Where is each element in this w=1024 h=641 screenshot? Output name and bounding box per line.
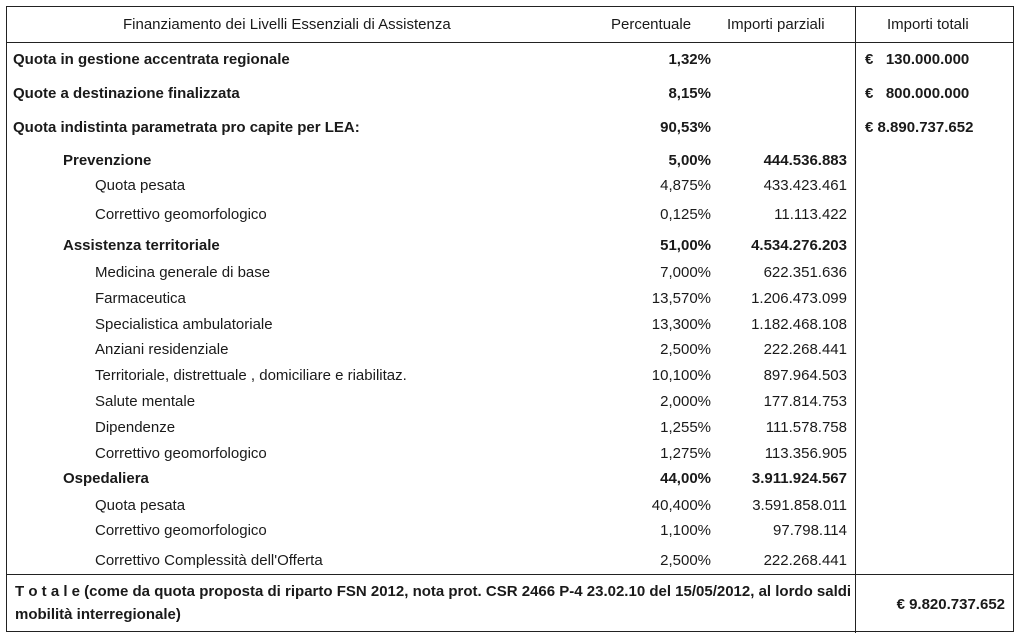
row-partial-amount: 4.534.276.203 xyxy=(751,237,847,254)
row-percent: 4,875% xyxy=(660,177,711,194)
row-label: Correttivo geomorfologico xyxy=(95,522,267,539)
row-total-amount: € 130.000.000 xyxy=(865,51,970,68)
row-percent: 1,275% xyxy=(660,445,711,462)
header-title: Finanziamento dei Livelli Essenziali di … xyxy=(123,16,451,33)
row-percent: 2,500% xyxy=(660,552,711,569)
row-label: Anziani residenziale xyxy=(95,341,229,358)
header-partial: Importi parziali xyxy=(727,16,825,33)
row-partial-amount: 1.182.468.108 xyxy=(751,316,847,333)
row-label: Quota pesata xyxy=(95,177,186,194)
row-partial-amount: 1.206.473.099 xyxy=(751,290,847,307)
row-percent: 8,15% xyxy=(668,85,711,102)
row-percent: 0,125% xyxy=(660,206,711,223)
row-percent: 5,00% xyxy=(668,152,711,169)
row-partial-amount: 622.351.636 xyxy=(763,264,847,281)
row-label: Correttivo Complessità dell'Offerta xyxy=(95,552,323,569)
row-partial-amount: 11.113.422 xyxy=(774,206,847,223)
row-label: Assistenza territoriale xyxy=(63,237,220,254)
row-percent: 7,000% xyxy=(660,264,711,281)
total-row: T o t a l e (come da quota proposta di r… xyxy=(7,574,1013,633)
row-percent: 44,00% xyxy=(660,470,711,487)
lea-financing-table: Finanziamento dei Livelli Essenziali di … xyxy=(6,6,1014,633)
header-percent: Percentuale xyxy=(611,16,692,33)
row-percent: 13,570% xyxy=(651,290,711,307)
row-label: Quota pesata xyxy=(95,497,186,514)
row-label: Dipendenze xyxy=(95,419,176,436)
row-label: Territoriale, distrettuale , domiciliare… xyxy=(95,367,407,384)
row-label: Specialistica ambulatoriale xyxy=(95,316,273,333)
row-percent: 1,100% xyxy=(660,522,711,539)
row-percent: 1,255% xyxy=(660,419,711,436)
row-partial-amount: 97.798.114 xyxy=(773,522,847,539)
row-label: Correttivo geomorfologico xyxy=(95,206,267,223)
row-label: Correttivo geomorfologico xyxy=(95,445,267,462)
row-percent: 51,00% xyxy=(660,237,711,254)
row-partial-amount: 113.356.905 xyxy=(764,445,847,462)
row-partial-amount: 222.268.441 xyxy=(763,341,847,358)
row-percent: 13,300% xyxy=(651,316,711,333)
row-partial-amount: 897.964.503 xyxy=(763,367,847,384)
column-divider xyxy=(855,43,856,574)
row-total-amount: € 800.000.000 xyxy=(865,85,970,102)
row-partial-amount: 444.536.883 xyxy=(763,152,847,169)
row-label: Quota indistinta parametrata pro capite … xyxy=(13,119,360,136)
row-label: Prevenzione xyxy=(63,152,152,169)
row-total-amount: € 8.890.737.652 xyxy=(865,119,974,136)
row-partial-amount: 222.268.441 xyxy=(763,552,847,569)
header-divider xyxy=(855,7,856,43)
row-partial-amount: 177.814.753 xyxy=(763,393,847,410)
row-partial-amount: 3.591.858.011 xyxy=(752,497,847,514)
row-percent: 90,53% xyxy=(660,119,711,136)
row-percent: 1,32% xyxy=(668,51,711,68)
row-label: Quota in gestione accentrata regionale xyxy=(13,51,290,68)
row-percent: 2,000% xyxy=(660,393,711,410)
total-amount: € 9.820.737.652 xyxy=(896,596,1005,613)
row-label: Ospedaliera xyxy=(63,470,149,487)
table-header: Finanziamento dei Livelli Essenziali di … xyxy=(7,7,1013,43)
header-total: Importi totali xyxy=(887,16,969,33)
row-percent: 40,400% xyxy=(651,497,711,514)
row-percent: 10,100% xyxy=(651,367,711,384)
row-label: Salute mentale xyxy=(95,393,196,410)
row-partial-amount: 3.911.924.567 xyxy=(751,470,847,487)
row-label: Farmaceutica xyxy=(95,290,186,307)
row-label: Medicina generale di base xyxy=(95,264,271,281)
row-percent: 2,500% xyxy=(660,341,711,358)
row-partial-amount: 111.578.758 xyxy=(765,419,847,436)
row-label: Quote a destinazione finalizzata xyxy=(13,85,240,102)
row-partial-amount: 433.423.461 xyxy=(763,177,847,194)
total-divider xyxy=(855,574,856,633)
total-label: T o t a l e (come da quota proposta di r… xyxy=(15,583,852,623)
